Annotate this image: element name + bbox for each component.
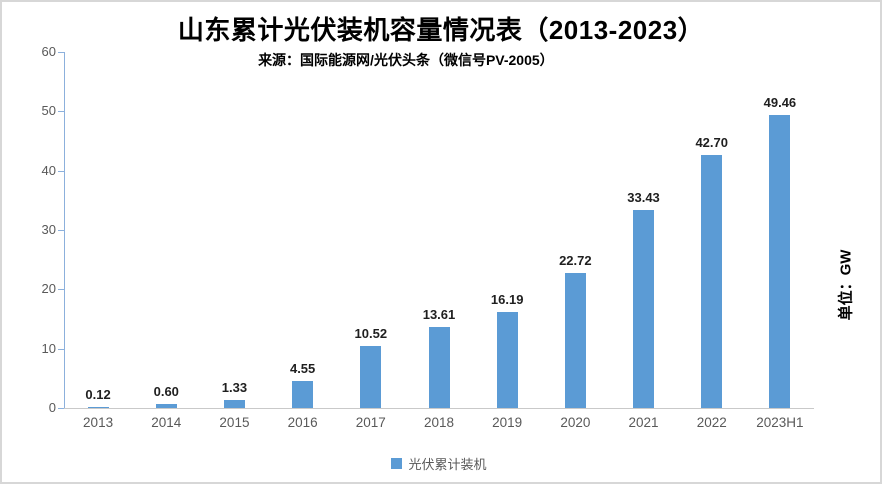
chart-subtitle: 来源：国际能源网/光伏头条（微信号PV-2005） <box>258 52 554 68</box>
value-label-2017: 10.52 <box>354 325 388 341</box>
x-axis-label-2019: 2019 <box>492 415 523 430</box>
bar-2017 <box>360 345 382 408</box>
y-axis-tick <box>58 408 64 409</box>
value-label-2016: 4.55 <box>289 361 316 376</box>
x-axis-label-2013: 2013 <box>83 415 114 430</box>
y-axis-unit-label: 单位：GW <box>837 249 855 321</box>
value-label-2015: 1.33 <box>221 380 248 396</box>
y-axis-tick-label: 0 <box>48 400 56 415</box>
value-label-2014: 0.60 <box>153 384 179 400</box>
value-label-2020: 22.72 <box>559 253 592 269</box>
bar-2021 <box>633 209 655 408</box>
y-axis-tick-label: 10 <box>41 340 56 356</box>
x-axis-label-2022: 2022 <box>696 415 727 430</box>
y-axis <box>64 52 65 408</box>
x-axis-label-2023H1: 2023H1 <box>756 415 804 430</box>
value-label-2021: 33.43 <box>627 189 660 205</box>
x-axis-label-2014: 2014 <box>151 415 182 430</box>
x-axis-label-2017: 2017 <box>355 415 386 430</box>
value-label-2019: 16.19 <box>490 291 524 307</box>
bar-2022 <box>701 154 723 408</box>
x-axis-label-2016: 2016 <box>287 415 318 430</box>
x-axis-label-2020: 2020 <box>560 415 591 430</box>
bar-2023H1 <box>769 114 791 408</box>
bar-2015 <box>223 400 245 408</box>
y-axis-tick <box>58 289 64 291</box>
y-axis-tick <box>58 230 64 231</box>
x-axis-label-2015: 2015 <box>219 415 250 430</box>
x-axis-label-2021: 2021 <box>628 415 659 430</box>
bar-2020 <box>564 273 586 408</box>
value-label-2022: 42.70 <box>695 134 728 150</box>
bar-2016 <box>292 381 314 408</box>
value-label-2013: 0.12 <box>85 387 111 402</box>
bar-2014 <box>155 404 177 408</box>
y-axis-tick-label: 40 <box>41 162 56 178</box>
y-axis-tick <box>58 170 64 172</box>
y-axis-tick <box>58 111 64 113</box>
y-axis-tick-label: 50 <box>41 103 56 119</box>
legend-swatch-icon <box>391 458 403 469</box>
chart-title: 山东累计光伏装机容量情况表（2013-2023） <box>177 15 705 45</box>
value-label-2018: 13.61 <box>422 307 456 323</box>
y-axis-tick <box>58 348 64 350</box>
value-label-2023H1: 49.46 <box>763 94 797 110</box>
bar-2019 <box>496 311 518 408</box>
legend: 光伏累计装机 <box>64 454 814 473</box>
bar-2013 <box>87 407 109 408</box>
y-axis-tick-label: 20 <box>41 281 56 297</box>
y-axis-tick-label: 60 <box>41 44 56 59</box>
bar-2018 <box>428 327 450 408</box>
x-axis <box>64 408 814 409</box>
x-axis-label-2018: 2018 <box>423 415 455 430</box>
y-axis-tick <box>58 52 64 53</box>
legend-label: 光伏累计装机 <box>408 457 487 472</box>
y-axis-tick-label: 30 <box>41 222 56 237</box>
